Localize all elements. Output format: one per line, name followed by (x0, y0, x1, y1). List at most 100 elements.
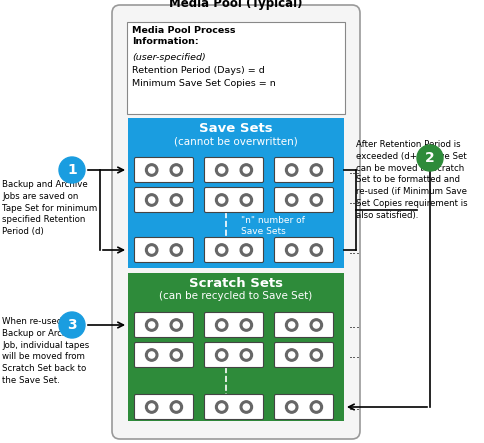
Text: Scratch Sets: Scratch Sets (189, 277, 283, 290)
Circle shape (286, 244, 298, 256)
Text: ...: ... (349, 319, 361, 331)
Circle shape (240, 401, 253, 413)
Text: "n" number of
Save Sets: "n" number of Save Sets (241, 216, 305, 236)
Bar (128, 118, 344, 268)
Circle shape (310, 319, 322, 331)
FancyBboxPatch shape (205, 342, 263, 368)
Text: 3: 3 (67, 318, 77, 332)
Circle shape (170, 401, 182, 413)
FancyBboxPatch shape (135, 237, 194, 263)
Text: Retention Period (Days) = d: Retention Period (Days) = d (132, 66, 265, 75)
Circle shape (240, 319, 253, 331)
Circle shape (286, 194, 298, 206)
Circle shape (288, 167, 295, 173)
Circle shape (313, 404, 319, 410)
Circle shape (243, 167, 249, 173)
Circle shape (215, 244, 228, 256)
Circle shape (173, 167, 180, 173)
Text: 1: 1 (67, 163, 77, 177)
Circle shape (240, 164, 253, 176)
FancyBboxPatch shape (274, 237, 333, 263)
Text: Save Sets: Save Sets (199, 122, 273, 135)
Text: (cannot be overwritten): (cannot be overwritten) (174, 136, 298, 146)
FancyBboxPatch shape (205, 312, 263, 338)
Circle shape (146, 401, 158, 413)
Circle shape (149, 197, 155, 203)
Circle shape (219, 352, 225, 358)
Circle shape (170, 244, 182, 256)
Circle shape (288, 197, 295, 203)
FancyBboxPatch shape (135, 395, 194, 420)
Circle shape (59, 157, 85, 183)
Circle shape (313, 247, 319, 253)
FancyBboxPatch shape (135, 158, 194, 183)
Text: Media Pool Process
Information:: Media Pool Process Information: (132, 26, 236, 46)
Circle shape (310, 401, 322, 413)
Text: ...: ... (349, 349, 361, 361)
Circle shape (417, 145, 443, 171)
Circle shape (59, 312, 85, 338)
FancyBboxPatch shape (205, 187, 263, 213)
Circle shape (240, 194, 253, 206)
Circle shape (286, 349, 298, 361)
Circle shape (149, 167, 155, 173)
Circle shape (173, 352, 180, 358)
Circle shape (215, 401, 228, 413)
Circle shape (310, 194, 322, 206)
Text: ...: ... (349, 163, 361, 176)
FancyBboxPatch shape (205, 158, 263, 183)
Circle shape (215, 194, 228, 206)
Circle shape (310, 349, 322, 361)
FancyBboxPatch shape (205, 237, 263, 263)
Text: Backup and Archive
Jobs are saved on
Tape Set for minimum
specified Retention
Pe: Backup and Archive Jobs are saved on Tap… (2, 180, 97, 236)
Circle shape (219, 322, 225, 328)
FancyBboxPatch shape (127, 22, 345, 114)
Circle shape (243, 352, 249, 358)
Circle shape (313, 352, 319, 358)
FancyBboxPatch shape (135, 187, 194, 213)
Circle shape (173, 322, 180, 328)
Circle shape (146, 349, 158, 361)
Circle shape (313, 322, 319, 328)
FancyBboxPatch shape (135, 312, 194, 338)
Text: (user-specified): (user-specified) (132, 53, 206, 62)
Text: After Retention Period is
exceeded (d+1) Save Set
can be moved to Scratch
Set to: After Retention Period is exceeded (d+1)… (356, 140, 468, 220)
Circle shape (219, 167, 225, 173)
Circle shape (310, 244, 322, 256)
Circle shape (286, 164, 298, 176)
Bar (128, 273, 344, 421)
Circle shape (146, 319, 158, 331)
Circle shape (286, 319, 298, 331)
Circle shape (243, 247, 249, 253)
Circle shape (149, 404, 155, 410)
Circle shape (173, 247, 180, 253)
Circle shape (240, 244, 253, 256)
Circle shape (243, 197, 249, 203)
Circle shape (288, 404, 295, 410)
Text: ...: ... (349, 244, 361, 256)
Circle shape (170, 164, 182, 176)
Circle shape (146, 194, 158, 206)
Text: Media Pool (Typical): Media Pool (Typical) (169, 0, 303, 10)
Circle shape (219, 197, 225, 203)
Circle shape (310, 164, 322, 176)
Circle shape (219, 247, 225, 253)
Circle shape (215, 319, 228, 331)
Circle shape (286, 401, 298, 413)
Circle shape (170, 194, 182, 206)
FancyBboxPatch shape (205, 395, 263, 420)
Circle shape (173, 197, 180, 203)
Circle shape (149, 352, 155, 358)
Circle shape (146, 164, 158, 176)
FancyBboxPatch shape (112, 5, 360, 439)
Circle shape (243, 322, 249, 328)
Circle shape (215, 164, 228, 176)
Circle shape (215, 349, 228, 361)
Text: (can be recycled to Save Set): (can be recycled to Save Set) (159, 291, 313, 301)
Text: Minimum Save Set Copies = n: Minimum Save Set Copies = n (132, 79, 276, 88)
Circle shape (288, 247, 295, 253)
Circle shape (313, 197, 319, 203)
Circle shape (173, 404, 180, 410)
FancyBboxPatch shape (274, 187, 333, 213)
Circle shape (149, 322, 155, 328)
